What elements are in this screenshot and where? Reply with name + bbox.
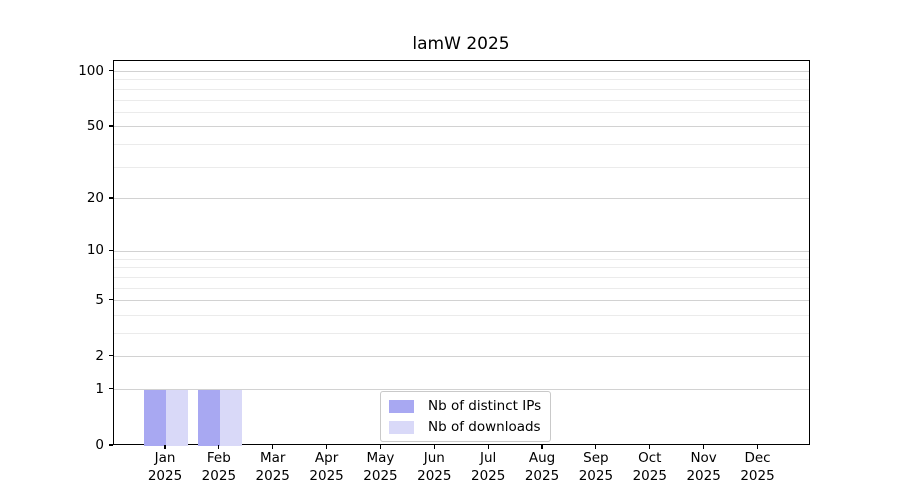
y-tick-label: 5 — [95, 291, 104, 308]
x-tick-mark — [649, 445, 651, 449]
x-tick-mark — [756, 445, 759, 449]
x-tick-mark — [487, 445, 489, 449]
plot-area — [112, 60, 810, 446]
minor-gridline — [113, 144, 809, 146]
x-tick-mark — [433, 445, 435, 449]
bar-distinct-ips-jan — [144, 389, 166, 446]
x-tick-mark — [703, 445, 705, 449]
minor-gridline — [113, 333, 809, 335]
major-gridline — [113, 198, 809, 200]
bar-downloads-feb — [219, 389, 242, 446]
y-tick-label: 0 — [95, 437, 104, 453]
major-gridline — [113, 250, 809, 252]
minor-gridline — [113, 314, 809, 316]
y-tick-mark — [108, 388, 113, 390]
legend-swatch-downloads-icon — [389, 420, 414, 434]
minor-gridline — [113, 258, 809, 260]
y-tick-mark — [108, 355, 113, 357]
minor-gridline — [113, 267, 809, 269]
y-tick-label: 100 — [78, 62, 104, 79]
x-tick-label: Nov 2025 — [686, 450, 721, 484]
x-tick-label: Feb 2025 — [201, 450, 237, 484]
y-tick-mark — [108, 299, 113, 301]
major-gridline — [113, 71, 809, 73]
legend-label-distinct-ips: Nb of distinct IPs — [428, 398, 542, 414]
x-tick-label: Mar 2025 — [255, 450, 290, 484]
legend: Nb of distinct IPs Nb of downloads — [380, 391, 552, 442]
y-tick-label: 20 — [86, 189, 104, 206]
x-tick-mark — [379, 445, 382, 449]
minor-gridline — [113, 79, 809, 81]
x-tick-label: Oct 2025 — [632, 450, 667, 484]
minor-gridline — [113, 276, 809, 278]
x-tick-mark — [541, 445, 543, 449]
y-tick-mark — [108, 69, 113, 72]
y-tick-mark — [108, 197, 113, 199]
x-tick-mark — [218, 445, 220, 449]
minor-gridline — [113, 166, 809, 168]
major-gridline — [113, 300, 809, 302]
x-tick-label: Jul 2025 — [470, 450, 506, 484]
x-tick-mark — [164, 445, 166, 449]
x-tick-label: Aug 2025 — [524, 450, 560, 484]
x-tick-mark — [325, 445, 328, 449]
major-gridline — [113, 126, 809, 128]
minor-gridline — [113, 88, 809, 90]
y-tick-label: 10 — [86, 242, 104, 259]
legend-swatch-distinct-ips-icon — [389, 399, 414, 413]
major-gridline — [113, 356, 809, 358]
major-gridline — [113, 389, 809, 391]
x-tick-mark — [595, 445, 597, 449]
x-tick-label: Apr 2025 — [309, 450, 344, 484]
x-tick-label: Dec 2025 — [740, 450, 775, 484]
y-tick-label: 2 — [95, 347, 104, 364]
y-tick-label: 1 — [95, 380, 104, 397]
legend-item-downloads: Nb of downloads — [389, 419, 541, 435]
x-tick-label: Jun 2025 — [417, 450, 452, 484]
chart-title: lamW 2025 — [412, 34, 510, 54]
minor-gridline — [113, 99, 809, 101]
x-tick-label: Sep 2025 — [578, 450, 614, 484]
y-tick-mark — [108, 249, 113, 252]
x-tick-label: Jan 2025 — [147, 450, 183, 484]
bar-downloads-jan — [166, 389, 188, 446]
bar-distinct-ips-feb — [197, 389, 220, 446]
legend-label-downloads: Nb of downloads — [428, 419, 541, 435]
legend-item-distinct-ips: Nb of distinct IPs — [389, 398, 541, 414]
x-tick-label: May 2025 — [363, 450, 398, 484]
minor-gridline — [113, 287, 809, 289]
x-tick-mark — [272, 445, 274, 449]
y-tick-mark — [108, 444, 113, 446]
y-tick-label: 50 — [86, 117, 104, 134]
y-tick-mark — [108, 125, 113, 127]
minor-gridline — [113, 111, 809, 113]
